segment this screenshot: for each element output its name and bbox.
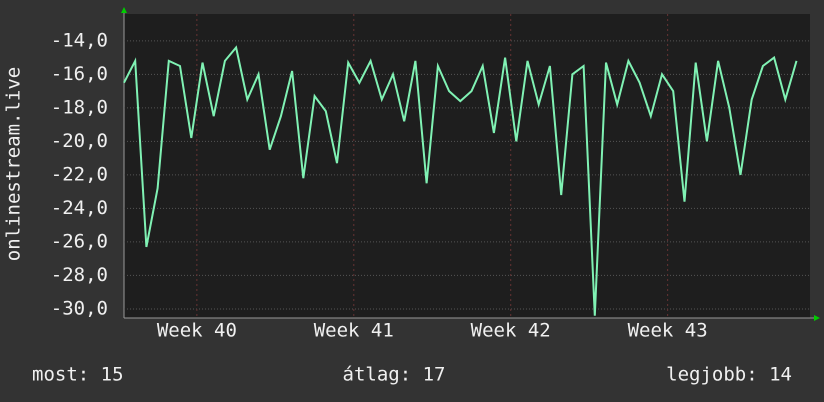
x-tick-label: Week 43: [628, 320, 708, 342]
footer-average: átlag: 17: [343, 364, 446, 386]
x-tick-label: Week 42: [471, 320, 551, 342]
y-tick-label: -16,0: [51, 63, 108, 85]
footer-current: most: 15: [32, 364, 124, 386]
x-tick-label: Week 40: [157, 320, 237, 342]
y-tick-label: -18,0: [51, 96, 108, 118]
y-tick-label: -14,0: [51, 29, 108, 51]
y-tick-label: -20,0: [51, 130, 108, 152]
y-tick-label: -28,0: [51, 264, 108, 286]
y-tick-label: -24,0: [51, 197, 108, 219]
footer-best: legjobb: 14: [666, 364, 792, 386]
axis-arrow: [814, 315, 820, 321]
y-tick-label: -26,0: [51, 230, 108, 252]
y-axis-label: onlinestream.live: [3, 67, 25, 261]
axis-arrow: [121, 7, 127, 13]
x-tick-label: Week 41: [314, 320, 394, 342]
y-tick-label: -22,0: [51, 163, 108, 185]
data-line: [123, 45, 798, 316]
y-tick-label: -30,0: [51, 297, 108, 319]
